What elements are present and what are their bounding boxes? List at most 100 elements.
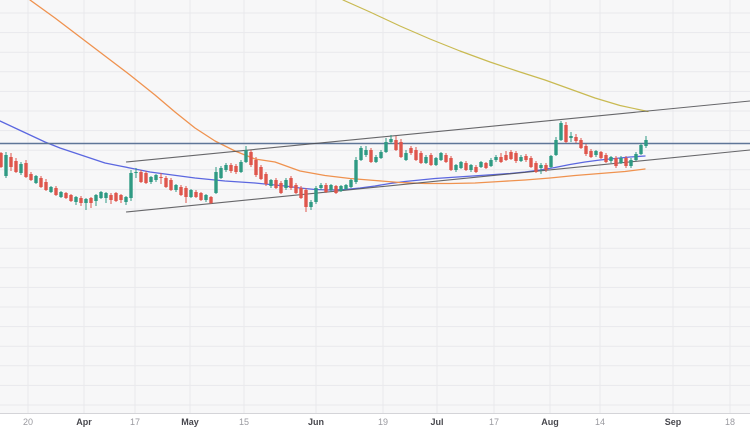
candle-body (374, 157, 378, 162)
candle-body (339, 186, 343, 191)
candle-up (284, 178, 288, 190)
chart-canvas[interactable] (0, 0, 750, 413)
candle-body (479, 162, 483, 167)
candle-up (469, 164, 473, 172)
candle-body (429, 155, 433, 165)
candle-down (599, 151, 603, 159)
candle-body (539, 165, 543, 168)
candle-down (119, 194, 123, 203)
candle-body (464, 163, 468, 170)
candle-down (399, 139, 403, 158)
candle-up (639, 143, 643, 155)
candle-body (419, 153, 423, 163)
candle-up (389, 135, 393, 144)
candle-body (324, 185, 328, 192)
candle-body (569, 136, 573, 138)
candle-up (494, 155, 498, 162)
x-axis-label: Sep (664, 417, 682, 427)
candle-body (184, 188, 188, 197)
candle-body (454, 165, 458, 170)
candle-body (584, 146, 588, 154)
candle-down (109, 193, 113, 204)
candle-body (624, 158, 628, 166)
candle-up (309, 200, 313, 210)
candle-body (574, 137, 578, 141)
horizontal-gridlines (0, 12, 750, 406)
candle-down (159, 173, 163, 184)
candle-down (504, 151, 508, 161)
candle-body (604, 155, 608, 162)
candle-body (44, 182, 48, 190)
candle-body (369, 150, 373, 162)
candle-up (539, 163, 543, 174)
candle-down (139, 170, 143, 183)
candle-up (609, 156, 613, 163)
candle-body (469, 165, 473, 170)
candle-down (334, 185, 338, 194)
candle-up (34, 175, 38, 184)
candle-body (0, 153, 3, 167)
candle-up (644, 136, 648, 148)
candle-down (24, 160, 28, 178)
candle-up (319, 183, 323, 190)
candle-body (109, 195, 113, 200)
plot-area[interactable] (0, 0, 750, 413)
candle-body (209, 197, 213, 203)
ma-orange-mid (29, 0, 646, 185)
candle-up (189, 189, 193, 198)
candle-down (324, 183, 328, 193)
candle-down (69, 194, 73, 202)
candle-down (249, 150, 253, 167)
candle-down (304, 188, 308, 212)
candle-up (384, 138, 388, 153)
candle-down (474, 165, 478, 173)
candle-body (599, 152, 603, 158)
candle-up (94, 194, 98, 206)
candle-up (19, 162, 23, 175)
candle-body (499, 157, 503, 162)
candle-down (449, 156, 453, 171)
candle-body (114, 193, 118, 201)
candle-body (14, 161, 18, 172)
candle-body (129, 173, 133, 198)
candle-up (554, 137, 558, 156)
candle-up (4, 152, 8, 178)
candle-body (94, 195, 98, 201)
candle-body (289, 178, 293, 188)
candle-body (519, 157, 523, 161)
candle-body (219, 168, 223, 178)
candle-body (24, 163, 28, 177)
candle-down (509, 150, 513, 160)
candle-body (79, 198, 83, 203)
candle-body (189, 190, 193, 197)
candles-layer (0, 121, 648, 212)
x-axis-label: Jul (430, 417, 444, 427)
candle-up (134, 168, 138, 178)
x-axis-label: May (181, 417, 199, 427)
candle-body (399, 142, 403, 157)
candle-body (239, 162, 243, 172)
x-axis-label: Aug (541, 417, 559, 427)
candle-down (289, 176, 293, 190)
candle-body (319, 185, 323, 188)
candle-down (614, 156, 618, 168)
candle-body (204, 195, 208, 200)
candle-up (154, 174, 158, 182)
candle-down (544, 163, 548, 172)
candle-body (89, 198, 93, 203)
x-axis[interactable]: 20 Apr 17 May 15 Jun 19 Jul 17 Aug 14 Sep 18 (0, 413, 750, 430)
candle-body (294, 185, 298, 193)
candle-body (269, 180, 273, 186)
candle-up (84, 198, 88, 210)
candle-down (264, 172, 268, 186)
candle-body (39, 178, 43, 187)
candle-up (344, 184, 348, 190)
candle-down (414, 147, 418, 161)
candle-down (79, 196, 83, 206)
candle-body (554, 140, 558, 155)
candle-down (184, 186, 188, 203)
candle-body (394, 140, 398, 150)
candle-down (9, 153, 13, 171)
channel-lower-line (125, 149, 750, 213)
